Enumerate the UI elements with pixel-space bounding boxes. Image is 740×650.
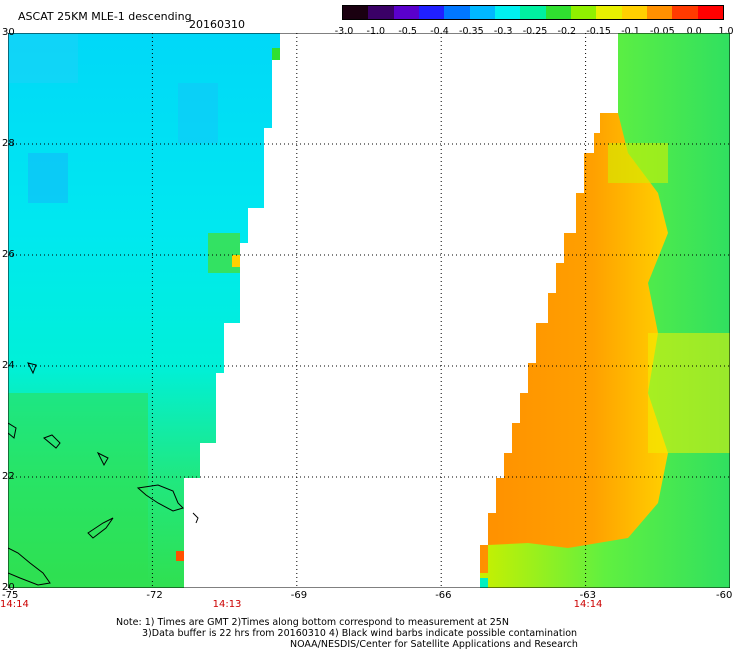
graticule [8, 33, 730, 588]
note-line-2: 3)Data buffer is 22 hrs from 20160310 4)… [142, 628, 578, 639]
colorbar-labels: -3.0 -1.0 -0.5 -0.4 -0.35 -0.3 -0.25 -0.2 -0.15-… [330, 26, 740, 38]
map-date: 20160310 [189, 18, 245, 31]
colorbar [342, 5, 724, 20]
pass-time-label: 14:14 [0, 599, 29, 610]
coastline [27, 362, 37, 375]
colorbar-segment [672, 6, 698, 19]
colorbar-label: 0.0 [686, 26, 702, 37]
y-tick-label: 26 [2, 249, 15, 260]
colorbar-segment [393, 6, 419, 19]
colorbar-segment [646, 6, 673, 19]
colorbar-segment [697, 6, 723, 19]
colorbar-label: -0.25 [522, 26, 548, 37]
colorbar-label: -0.05 [650, 26, 675, 37]
colorbar-segment [520, 6, 546, 19]
pass-time-label: 14:14 [573, 599, 603, 610]
colorbar-label: -0.5 [398, 26, 417, 37]
colorbar-label: -0.4 [430, 26, 449, 37]
y-tick-label: 22 [2, 471, 15, 482]
colorbar-segment [621, 6, 647, 19]
coastline [87, 517, 114, 539]
colorbar-segment [545, 6, 571, 19]
pass-time-label: 14:13 [212, 599, 242, 610]
colorbar-segment [469, 6, 495, 19]
y-tick-label: 28 [2, 138, 15, 149]
y-tick-label: 20 [2, 582, 15, 593]
colorbar-segment [494, 6, 521, 19]
colorbar-label: -0.15 [586, 26, 611, 37]
colorbar-segment [418, 6, 445, 19]
colorbar-segment [570, 6, 597, 19]
colorbar-label: -3.0 [334, 26, 354, 37]
coastline [96, 451, 109, 467]
colorbar-segment [368, 6, 394, 19]
colorbar-segment [596, 6, 622, 19]
y-tick-label: 24 [2, 360, 15, 371]
swath-map [8, 33, 730, 588]
colorbar-segment [444, 6, 470, 19]
x-tick-label: -66 [435, 590, 452, 601]
coastline [43, 434, 61, 449]
x-tick-label: -75 [2, 590, 19, 601]
note-line-1: Note: 1) Times are GMT 2)Times along bot… [116, 617, 509, 628]
colorbar-label: -0.3 [493, 26, 513, 37]
x-tick-label: -63 [579, 590, 596, 601]
coastline [8, 547, 51, 586]
coastline [192, 512, 199, 524]
x-tick-label: -60 [716, 590, 733, 601]
colorbar-label: -1.0 [366, 26, 386, 37]
x-tick-label: -69 [290, 590, 308, 601]
coastline [136, 484, 184, 512]
coastline [8, 422, 17, 439]
x-tick-label: -72 [146, 590, 163, 601]
colorbar-label: -0.1 [621, 26, 640, 37]
colorbar-label: -0.2 [557, 26, 577, 37]
colorbar-segment [343, 6, 369, 19]
colorbar-label: 1.0 [718, 26, 734, 37]
map-title: ASCAT 25KM MLE-1 descending [18, 10, 192, 23]
y-tick-label: 30 [2, 27, 15, 38]
colorbar-label: -0.35 [459, 26, 484, 37]
note-line-3: NOAA/NESDIS/Center for Satellite Applica… [290, 639, 578, 650]
